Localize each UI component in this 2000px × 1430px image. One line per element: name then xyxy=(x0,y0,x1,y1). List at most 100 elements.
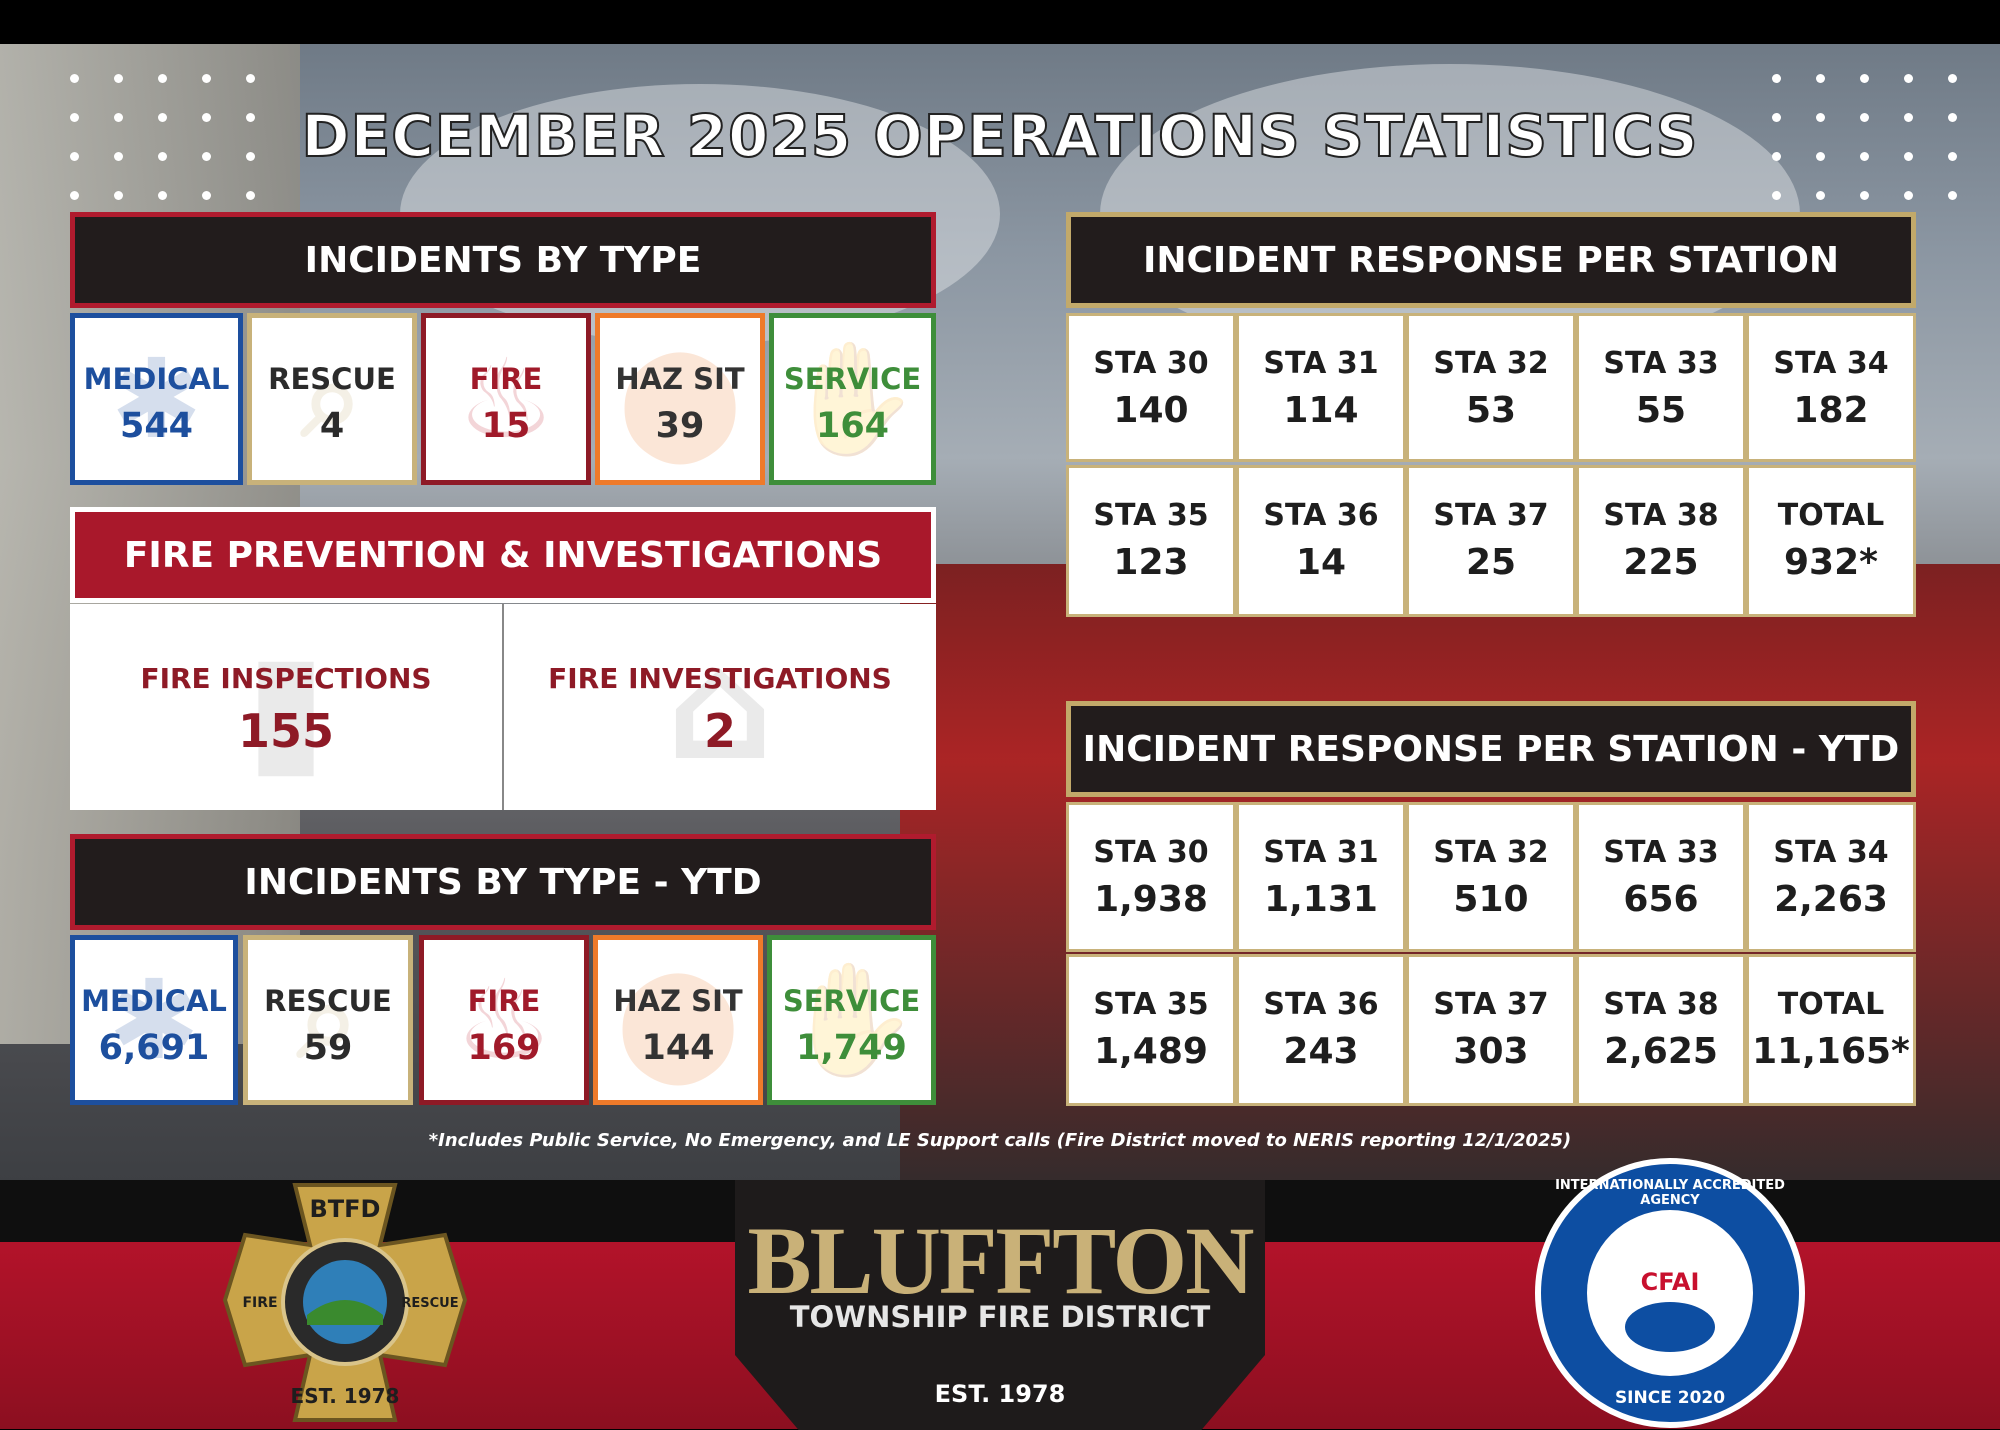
hazard-icon: ⬤ xyxy=(618,335,742,463)
station-value: 2,625 xyxy=(1604,1031,1718,1072)
station-cell: STA 30 140 xyxy=(1066,313,1236,462)
service-ytd-value: 1,749 xyxy=(796,1028,907,1068)
haz-sit-ytd-tile: ⬤ HAZ SIT 144 xyxy=(593,935,763,1105)
station-value: 53 xyxy=(1465,390,1517,431)
fire-investigations-label: FIRE INVESTIGATIONS xyxy=(548,662,892,695)
station-response-ytd-header: INCIDENT RESPONSE PER STATION - YTD xyxy=(1066,701,1916,797)
station-label: STA 30 xyxy=(1093,835,1209,870)
haz-sit-ytd-label: HAZ SIT xyxy=(613,984,743,1018)
station-cell: STA 36 243 xyxy=(1236,954,1406,1106)
station-cell: STA 37 25 xyxy=(1406,465,1576,617)
rescue-tile: ⌕ RESCUE 4 xyxy=(247,313,417,485)
magnifier-icon: ⌕ xyxy=(297,955,359,1083)
hazard-icon: ⬤ xyxy=(616,956,740,1084)
rescue-value: 4 xyxy=(319,406,345,446)
dot-grid-left xyxy=(70,74,260,200)
fire-extinguisher-icon: ▮ xyxy=(244,620,328,794)
haz-sit-value: 39 xyxy=(655,406,705,446)
station-label: STA 36 xyxy=(1263,987,1379,1022)
station-label: TOTAL xyxy=(1777,498,1885,533)
cfai-label: CFAI xyxy=(1640,1268,1700,1296)
helping-hand-icon: ✋ xyxy=(784,334,921,463)
flame-icon: ♨ xyxy=(454,956,554,1084)
badge-right-text: RESCUE xyxy=(401,1296,458,1311)
station-response-header: INCIDENT RESPONSE PER STATION xyxy=(1066,212,1916,308)
rescue-ytd-label: RESCUE xyxy=(264,984,392,1018)
service-ytd-tile: ✋ SERVICE 1,749 xyxy=(767,935,936,1105)
station-cell: STA 31 1,131 xyxy=(1236,802,1406,952)
station-cell: STA 37 303 xyxy=(1406,954,1576,1106)
station-cell: STA 36 14 xyxy=(1236,465,1406,617)
fire-ytd-tile: ♨ FIRE 169 xyxy=(419,935,589,1105)
station-value: 123 xyxy=(1113,542,1189,583)
cfai-accreditation-seal: INTERNATIONALLY ACCREDITED AGENCY CFAI S… xyxy=(1535,1158,1805,1428)
dot-grid-right xyxy=(1772,74,1962,200)
station-label: STA 34 xyxy=(1773,835,1889,870)
station-label: STA 32 xyxy=(1433,346,1549,381)
fire-label: FIRE xyxy=(469,362,543,396)
service-ytd-label: SERVICE xyxy=(782,984,921,1018)
station-total-cell: TOTAL 932* xyxy=(1746,465,1916,617)
brand-subtitle: TOWNSHIP FIRE DISTRICT xyxy=(789,1300,1211,1334)
haz-sit-label: HAZ SIT xyxy=(615,362,745,396)
station-value: 932* xyxy=(1784,542,1878,583)
fire-inspections-value: 155 xyxy=(237,704,335,758)
flame-icon: ♨ xyxy=(456,335,556,463)
rescue-ytd-value: 59 xyxy=(303,1028,353,1068)
station-cell: STA 31 114 xyxy=(1236,313,1406,462)
station-label: STA 32 xyxy=(1433,835,1549,870)
globe-icon xyxy=(1625,1302,1715,1352)
station-cell: STA 33 656 xyxy=(1576,802,1746,952)
star-of-life-icon: ✱ xyxy=(107,956,201,1084)
brand-panel xyxy=(735,1180,1265,1430)
station-value: 1,938 xyxy=(1094,879,1208,920)
fire-investigations-value: 2 xyxy=(703,704,736,758)
station-label: STA 31 xyxy=(1263,346,1379,381)
station-cell: STA 32 510 xyxy=(1406,802,1576,952)
incidents-by-type-header: INCIDENTS BY TYPE xyxy=(70,212,936,308)
station-label: STA 35 xyxy=(1093,498,1209,533)
station-value: 1,489 xyxy=(1094,1031,1208,1072)
station-value: 1,131 xyxy=(1264,879,1378,920)
station-label: STA 37 xyxy=(1433,498,1549,533)
station-cell: STA 34 2,263 xyxy=(1746,802,1916,952)
station-value: 114 xyxy=(1283,390,1359,431)
station-cell: STA 38 225 xyxy=(1576,465,1746,617)
badge-top-text: BTFD xyxy=(310,1195,381,1223)
station-cell: STA 34 182 xyxy=(1746,313,1916,462)
page-title: DECEMBER 2025 OPERATIONS STATISTICS xyxy=(300,101,1699,171)
station-cell: STA 35 1,489 xyxy=(1066,954,1236,1106)
medical-ytd-label: MEDICAL xyxy=(81,984,227,1018)
incidents-by-type-ytd-header: INCIDENTS BY TYPE - YTD xyxy=(70,834,936,930)
star-of-life-icon: ✱ xyxy=(110,335,203,463)
station-label: STA 37 xyxy=(1433,987,1549,1022)
station-label: STA 31 xyxy=(1263,835,1379,870)
station-label: STA 35 xyxy=(1093,987,1209,1022)
station-label: STA 33 xyxy=(1603,835,1719,870)
cfai-since: SINCE 2020 xyxy=(1614,1388,1726,1408)
footnote: *Includes Public Service, No Emergency, … xyxy=(428,1130,1572,1151)
station-label: TOTAL xyxy=(1777,987,1885,1022)
station-value: 2,263 xyxy=(1774,879,1888,920)
station-value: 182 xyxy=(1793,390,1869,431)
station-label: STA 38 xyxy=(1603,498,1719,533)
station-total-cell: TOTAL 11,165* xyxy=(1746,954,1916,1106)
station-value: 140 xyxy=(1113,390,1189,431)
fire-ytd-label: FIRE xyxy=(467,984,541,1018)
btfd-maltese-cross-badge: BTFD FIRE RESCUE EST. 1978 xyxy=(222,1183,468,1422)
service-tile: ✋ SERVICE 164 xyxy=(769,313,936,485)
station-value: 11,165* xyxy=(1752,1031,1910,1072)
station-cell: STA 35 123 xyxy=(1066,465,1236,617)
house-fire-icon: ⌂ xyxy=(666,620,774,794)
fire-tile: ♨ FIRE 15 xyxy=(421,313,591,485)
fire-investigations-cell: ⌂ FIRE INVESTIGATIONS 2 xyxy=(504,604,936,810)
brand-established: EST. 1978 xyxy=(934,1380,1066,1408)
brand-name: BLUFFTON xyxy=(747,1207,1255,1314)
badge-bottom-text: EST. 1978 xyxy=(291,1384,400,1408)
station-value: 14 xyxy=(1295,542,1347,583)
medical-ytd-value: 6,691 xyxy=(98,1028,210,1068)
cfai-globe-shield: CFAI xyxy=(1587,1210,1753,1376)
fire-prevention-panel: ▮ FIRE INSPECTIONS 155 ⌂ FIRE INVESTIGAT… xyxy=(70,604,936,810)
cfai-ring-text: INTERNATIONALLY ACCREDITED AGENCY xyxy=(1555,1178,1785,1208)
fire-ytd-value: 169 xyxy=(467,1028,541,1068)
